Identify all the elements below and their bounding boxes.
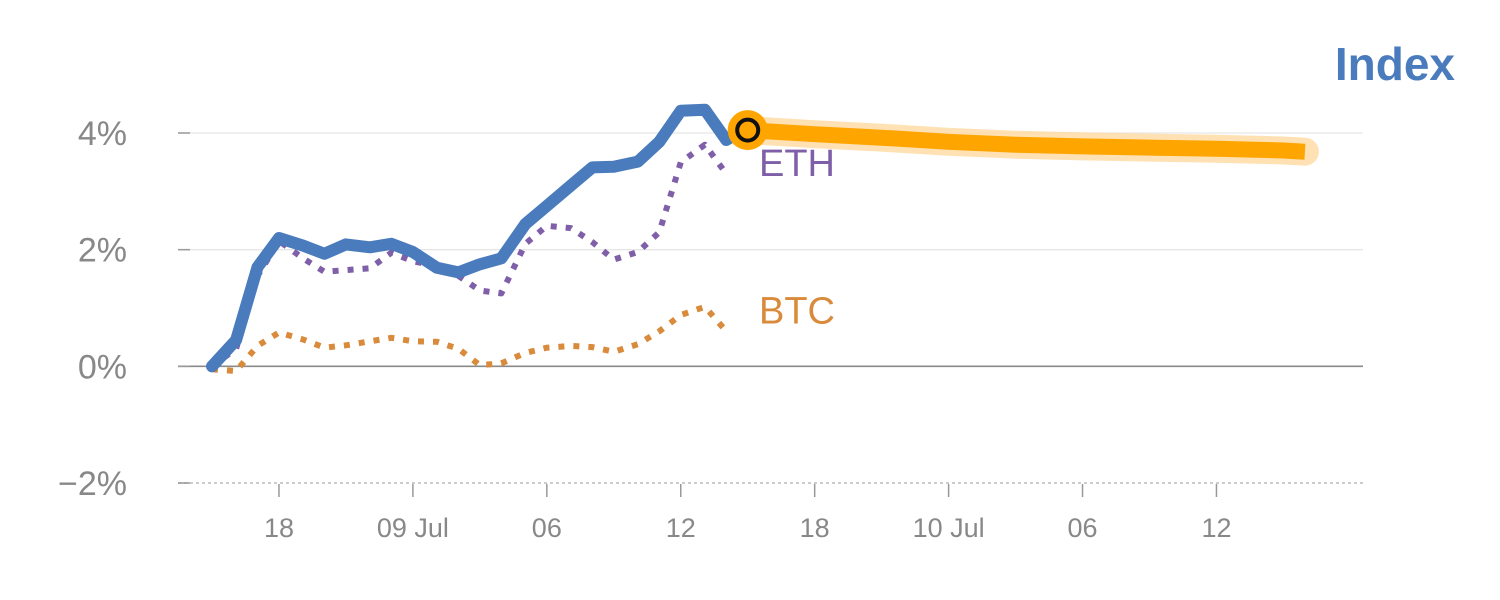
x-tick-label: 18 xyxy=(800,513,830,543)
series-lines xyxy=(206,103,1319,374)
forecast-line xyxy=(747,122,1306,160)
series-label-btc: BTC xyxy=(759,290,835,332)
y-tick-label: 2% xyxy=(78,232,127,270)
current-marker-inner xyxy=(735,117,761,143)
series-label-eth: ETH xyxy=(759,143,835,185)
y-tick-label: 0% xyxy=(78,348,127,386)
series-line-btc xyxy=(211,303,729,374)
x-tick-label: 18 xyxy=(264,513,294,543)
x-axis: 18 09 Jul 06 12 18 10 Jul 06 12 xyxy=(264,484,1231,543)
y-axis: 4% 2% 0% −2% xyxy=(58,115,190,503)
y-tick-label: −2% xyxy=(58,465,127,503)
y-tick-label: 4% xyxy=(78,115,127,153)
x-tick-label: 10 Jul xyxy=(913,513,985,543)
x-tick-label: 09 Jul xyxy=(377,513,449,543)
x-tick-label: 06 xyxy=(532,513,562,543)
chart-title: Index xyxy=(1335,38,1456,90)
series-labels: ETH BTC xyxy=(759,143,835,333)
x-tick-label: 12 xyxy=(666,513,696,543)
x-tick-label: 06 xyxy=(1068,513,1098,543)
x-tick-label: 12 xyxy=(1201,513,1231,543)
current-marker-outer xyxy=(727,110,768,151)
series-line-index xyxy=(206,103,749,373)
